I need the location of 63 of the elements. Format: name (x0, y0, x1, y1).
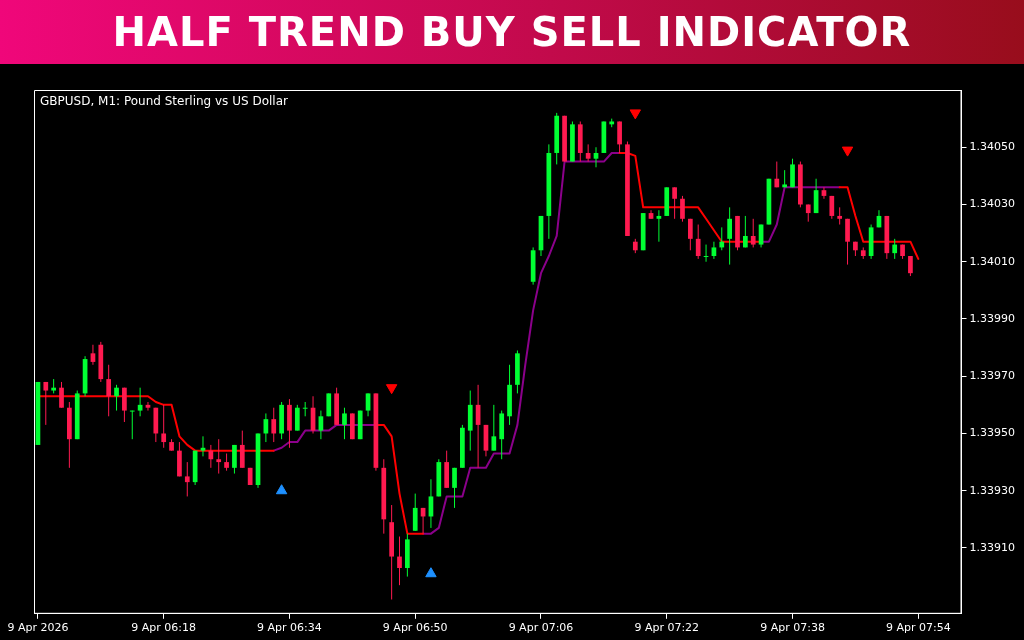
candlestick (122, 387, 127, 423)
candlestick (491, 404, 497, 452)
y-tick-label: 1.33990 (969, 311, 1016, 325)
x-tick-label: 9 Apr 07:38 (760, 621, 825, 635)
y-tick-label: 1.34050 (969, 140, 1016, 154)
candlestick (342, 407, 347, 440)
x-tick-label: 9 Apr 06:50 (382, 621, 448, 635)
candlestick (672, 186, 677, 220)
candlestick (908, 255, 913, 277)
candlestick (711, 241, 717, 260)
candlestick (271, 407, 277, 443)
candlestick (750, 218, 756, 248)
candlestick (845, 218, 850, 266)
candlestick (318, 410, 324, 440)
candlestick (774, 161, 780, 188)
chart-subtitle: GBPUSD, M1: Pound Sterling vs US Dollar (40, 94, 288, 108)
candlestick (727, 206, 732, 266)
candlestick (90, 344, 96, 366)
candlestick (114, 384, 119, 412)
point (841, 146, 854, 157)
candlestick (695, 224, 701, 260)
x-tick-label: 9 Apr 07:22 (634, 621, 700, 635)
candlestick (687, 218, 693, 251)
y-tick-label: 1.34010 (969, 254, 1016, 268)
candlestick (161, 404, 167, 449)
candlestick (790, 158, 795, 188)
y-tick-label: 1.33930 (969, 483, 1016, 497)
y-tick-label: 1.33970 (969, 369, 1016, 383)
candlestick (129, 410, 135, 440)
candlestick (719, 226, 725, 251)
candlestick (239, 430, 245, 469)
candlestick (585, 143, 591, 163)
candlestick (59, 381, 64, 409)
candlestick (208, 444, 214, 469)
candlestick (412, 493, 418, 532)
candlestick (184, 461, 190, 497)
candlestick (743, 215, 748, 248)
candlestick (294, 404, 300, 432)
candlestick (680, 195, 685, 223)
candlestick (397, 536, 402, 586)
chart-title: HALF TREND BUY SELL INDICATOR (0, 0, 1024, 64)
candlestick (232, 444, 237, 475)
x-tick-label: 9 Apr 06:18 (131, 621, 197, 635)
y-tick-label: 1.34030 (969, 197, 1016, 211)
candlestick (200, 435, 206, 457)
candlestick (302, 401, 308, 417)
y-tick-label: 1.33950 (969, 426, 1016, 440)
candlestick (216, 438, 222, 475)
candlestick (617, 120, 622, 154)
candlestick (452, 467, 457, 509)
x-tick-label: 9 Apr 2026 (7, 621, 69, 635)
candlestick (106, 364, 112, 417)
point (385, 384, 398, 395)
x-tick-label: 9 Apr 06:34 (257, 621, 322, 635)
point (425, 567, 437, 578)
point (629, 109, 642, 120)
x-tick-label: 9 Apr 07:54 (885, 621, 951, 635)
y-tick-label: 1.33910 (969, 540, 1016, 554)
candlestick (892, 238, 898, 260)
candlestick (43, 381, 49, 426)
candlestick (656, 209, 662, 243)
point (275, 484, 288, 495)
x-tick-label: 9 Apr 07:06 (508, 621, 574, 635)
